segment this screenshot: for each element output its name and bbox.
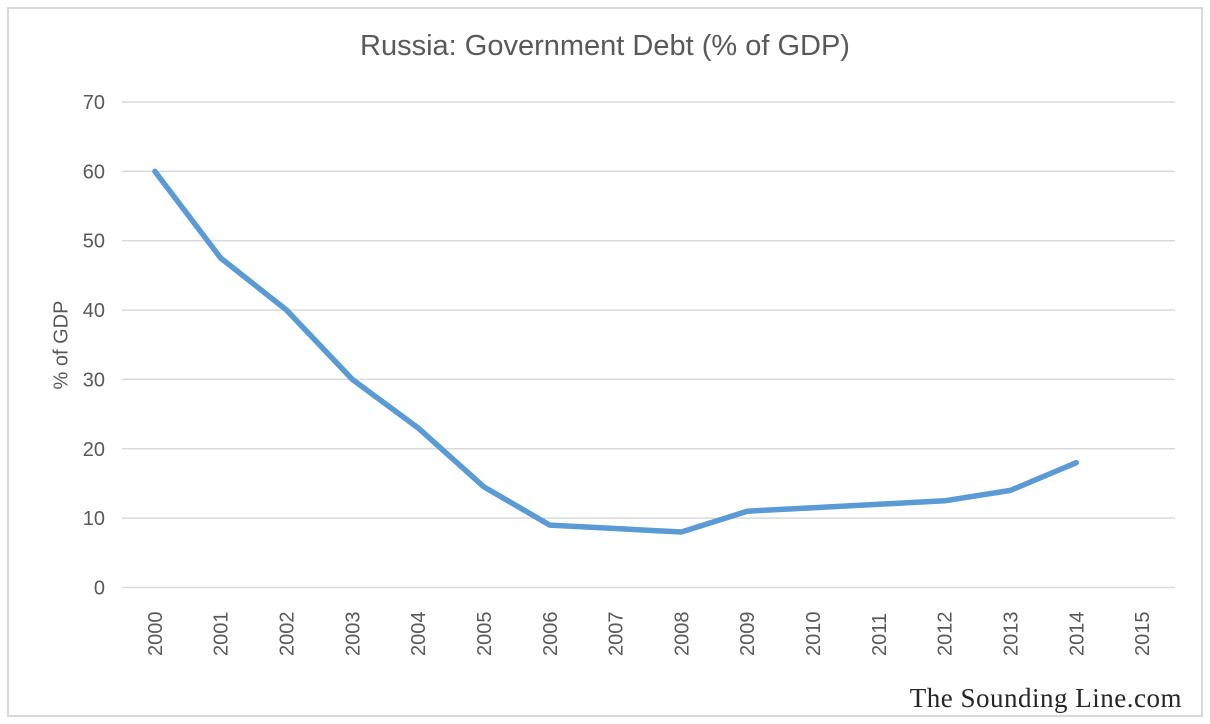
x-tick-label: 2004 [408,612,430,657]
x-tick-label: 2006 [540,612,562,657]
y-tick-label: 50 [83,231,105,253]
x-tick-label: 2007 [606,612,628,657]
y-tick-label: 20 [83,439,105,461]
debt-line-series [152,168,1080,535]
x-tick-label: 2009 [737,612,759,657]
x-tick-label: 2015 [1132,612,1154,657]
watermark-text: The Sounding Line.com [909,683,1182,713]
y-tick-label: 60 [83,161,105,183]
y-tick-label: 0 [94,578,105,600]
y-tick-label: 70 [83,92,105,114]
x-tick-label: 2014 [1066,612,1088,657]
y-axis-title: % of GDP [50,300,73,390]
x-tick-label: 2010 [803,612,825,657]
x-tick-label: 2005 [474,612,496,657]
x-tick-label: 2003 [342,612,364,657]
x-tick-label: 2008 [671,612,693,657]
x-tick-label: 2000 [145,612,167,657]
x-tick-label: 2012 [935,612,957,657]
y-tick-label: 30 [83,369,105,391]
chart-border [7,7,1203,717]
x-tick-label: 2001 [211,612,233,657]
x-tick-label: 2002 [277,612,299,657]
x-tick-label: 2013 [1000,612,1022,657]
y-tick-label: 40 [83,300,105,322]
chart-title: Russia: Government Debt (% of GDP) [360,30,850,62]
y-tick-label: 10 [83,508,105,530]
x-tick-label: 2011 [869,613,891,656]
